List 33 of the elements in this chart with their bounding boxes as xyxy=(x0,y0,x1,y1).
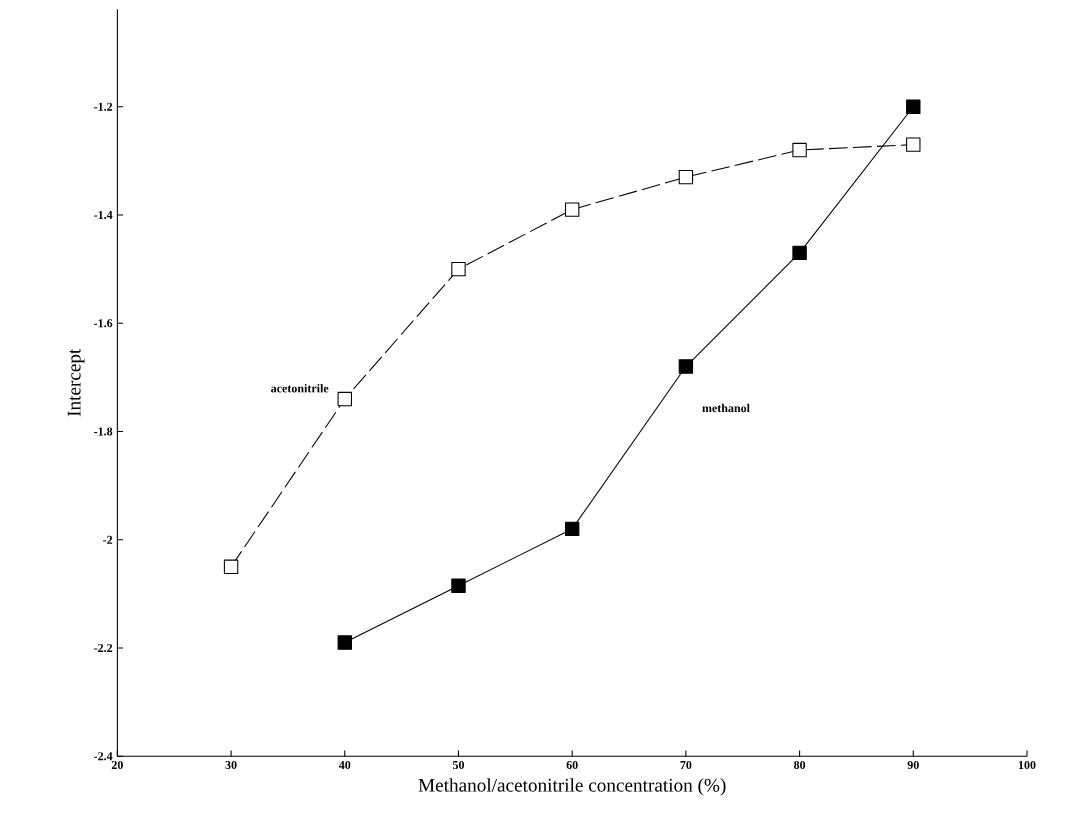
text: methanol xyxy=(702,403,750,413)
point xyxy=(792,245,807,261)
point xyxy=(678,170,694,185)
x-tick-label: 30 xyxy=(225,761,237,770)
y-tick-label: -2.4 xyxy=(94,752,113,761)
y-axis-title: Intercept xyxy=(67,348,85,417)
point xyxy=(678,359,694,374)
x-tick-label: 90 xyxy=(907,761,919,770)
point xyxy=(451,578,466,594)
point xyxy=(564,521,580,537)
y-tick-label: -2.2 xyxy=(94,644,113,653)
x-tick-label: 40 xyxy=(338,761,351,770)
point xyxy=(223,559,239,575)
point xyxy=(337,392,352,407)
point xyxy=(906,137,921,153)
point xyxy=(451,262,466,277)
y-tick-label: -2 xyxy=(103,535,113,544)
y-tick-label: -1.6 xyxy=(94,319,113,328)
y-tick-label: -1.8 xyxy=(94,427,113,436)
y-tick-label: -1.4 xyxy=(94,211,113,220)
x-tick-label: 80 xyxy=(793,761,806,770)
y-tick-label: -1.2 xyxy=(94,102,113,112)
x-tick-label: 70 xyxy=(680,761,692,770)
x-tick-label: 20 xyxy=(111,761,123,770)
x-tick-label: 100 xyxy=(1018,761,1036,770)
point xyxy=(564,202,580,217)
x-tick-label: 60 xyxy=(566,761,578,770)
point xyxy=(906,99,921,115)
series-label: acetonitrile xyxy=(271,384,329,393)
point xyxy=(792,143,807,158)
point xyxy=(337,635,352,650)
x-tick-label: 50 xyxy=(452,761,465,770)
x-axis-title: Methanol/acetonitrile concentration (%) xyxy=(418,778,726,796)
